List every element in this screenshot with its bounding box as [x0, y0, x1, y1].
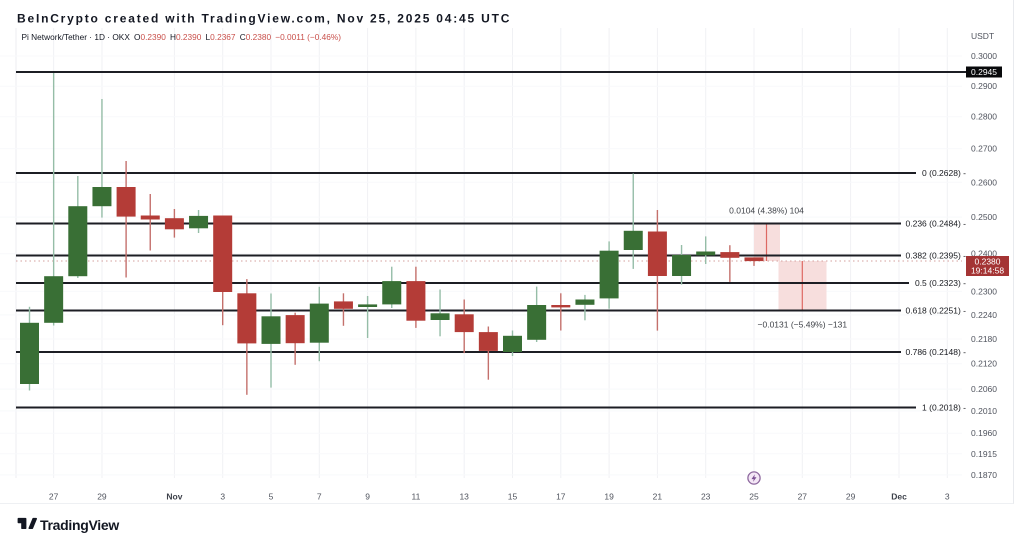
svg-text:TradingView: TradingView [40, 517, 119, 533]
svg-text:0.2500: 0.2500 [971, 212, 997, 222]
svg-text:Dec: Dec [891, 492, 907, 502]
svg-text:0.2240: 0.2240 [971, 310, 997, 320]
svg-text:11: 11 [411, 492, 420, 502]
svg-text:0.2120: 0.2120 [971, 359, 997, 369]
svg-text:0.2800: 0.2800 [971, 112, 997, 122]
svg-text:3: 3 [220, 492, 225, 502]
svg-text:0.236 (0.2484) -: 0.236 (0.2484) - [906, 218, 967, 228]
svg-text:17: 17 [556, 492, 566, 502]
svg-text:0.618 (0.2251) -: 0.618 (0.2251) - [906, 305, 967, 315]
svg-text:9: 9 [365, 492, 370, 502]
svg-text:1 (0.2018) -: 1 (0.2018) - [922, 402, 966, 412]
svg-text:Pi Network/Tether · 1D · OKX O: Pi Network/Tether · 1D · OKX O0.2390 H0.… [22, 32, 342, 42]
svg-text:21: 21 [653, 492, 663, 502]
svg-text:0.1960: 0.1960 [971, 428, 997, 438]
svg-text:29: 29 [846, 492, 856, 502]
svg-text:29: 29 [97, 492, 107, 502]
svg-text:−0.0131 (−5.49%) −131: −0.0131 (−5.49%) −131 [758, 320, 848, 330]
svg-text:0 (0.2628) -: 0 (0.2628) - [922, 168, 966, 178]
svg-text:0.2900: 0.2900 [971, 81, 997, 91]
svg-text:0.0104 (4.38%) 104: 0.0104 (4.38%) 104 [729, 206, 804, 216]
svg-text:3: 3 [945, 492, 950, 502]
svg-text:USDT: USDT [971, 31, 994, 41]
svg-text:15: 15 [508, 492, 518, 502]
svg-text:0.2600: 0.2600 [971, 177, 997, 187]
svg-text:Nov: Nov [166, 492, 182, 502]
svg-text:0.2945: 0.2945 [971, 67, 997, 77]
svg-text:23: 23 [701, 492, 711, 502]
svg-text:0.1870: 0.1870 [971, 470, 997, 480]
svg-text:0.2700: 0.2700 [971, 144, 997, 154]
svg-text:0.2010: 0.2010 [971, 406, 997, 416]
svg-text:0.2180: 0.2180 [971, 334, 997, 344]
svg-text:0.5 (0.2323) -: 0.5 (0.2323) - [915, 278, 966, 288]
svg-text:27: 27 [49, 492, 59, 502]
svg-text:7: 7 [317, 492, 322, 502]
svg-text:0.2060: 0.2060 [971, 384, 997, 394]
svg-text:0.786 (0.2148) -: 0.786 (0.2148) - [906, 347, 967, 357]
svg-text:5: 5 [269, 492, 274, 502]
svg-text:BeInCrypto created with Tradin: BeInCrypto created with TradingView.com,… [17, 12, 511, 26]
svg-text:19: 19 [604, 492, 614, 502]
svg-text:0.2400: 0.2400 [971, 249, 997, 259]
svg-text:0.2380: 0.2380 [975, 257, 1001, 267]
svg-text:19:14:58: 19:14:58 [971, 266, 1004, 276]
svg-text:27: 27 [798, 492, 808, 502]
svg-text:0.3000: 0.3000 [971, 51, 997, 61]
svg-text:0.382 (0.2395) -: 0.382 (0.2395) - [906, 250, 967, 260]
svg-text:25: 25 [749, 492, 759, 502]
svg-text:0.2300: 0.2300 [971, 286, 997, 296]
svg-text:0.1915: 0.1915 [971, 449, 997, 459]
svg-text:13: 13 [459, 492, 469, 502]
